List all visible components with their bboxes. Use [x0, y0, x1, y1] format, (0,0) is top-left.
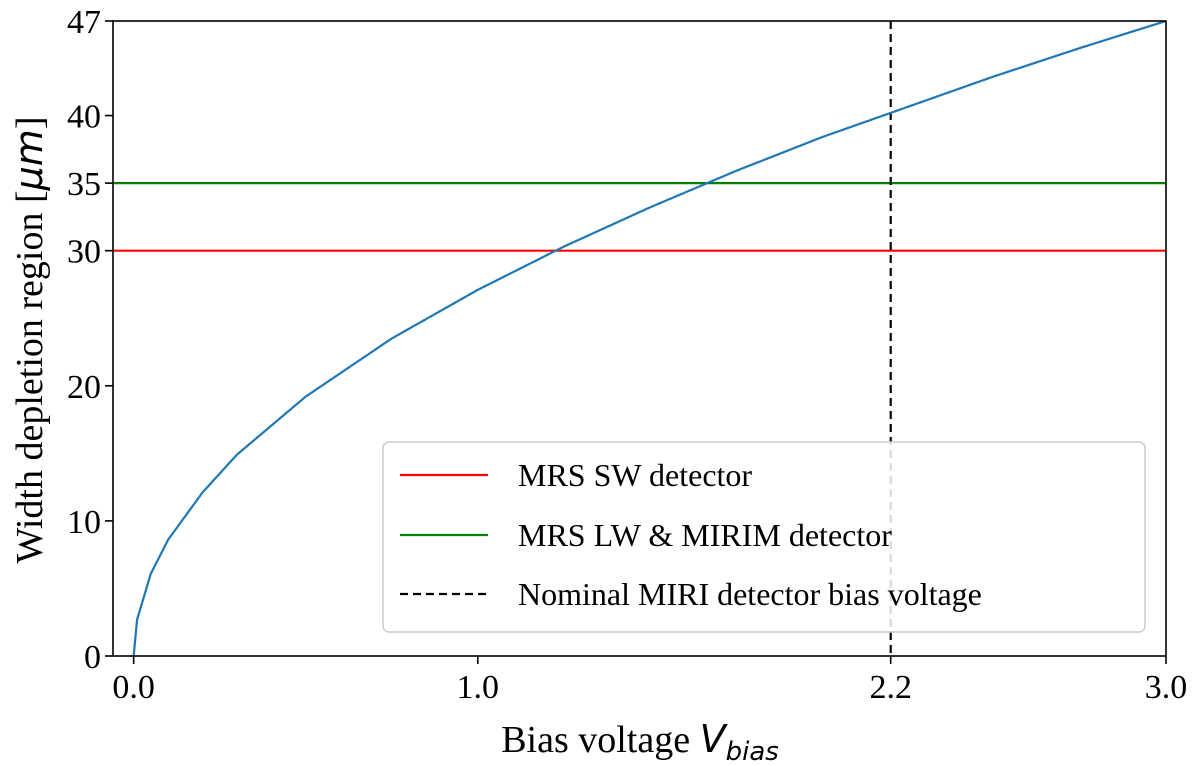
x-tick-label: 0.0 [112, 669, 155, 706]
depletion-width-curve [132, 19, 1167, 657]
axes-border [112, 20, 1167, 657]
y-tick-label: 30 [67, 234, 101, 271]
y-tick-label: 20 [67, 369, 101, 406]
x-axis-label: Bias voltage Vbias [501, 717, 779, 766]
y-tick-label: 10 [67, 504, 101, 541]
legend-label-nominal: Nominal MIRI detector bias voltage [518, 576, 982, 612]
plot-area [113, 19, 1167, 657]
y-axis-label: Width depletion region [μm] [7, 117, 51, 564]
x-tick-label: 2.2 [869, 669, 912, 706]
y-tick-label: 0 [84, 639, 101, 676]
legend-label-sw: MRS SW detector [518, 457, 752, 493]
axes-frame [112, 20, 1167, 657]
y-tick-label: 40 [67, 99, 101, 136]
y-tick-label: 47 [67, 4, 101, 41]
legend-label-lw: MRS LW & MIRIM detector [518, 517, 892, 553]
legend: MRS SW detector MRS LW & MIRIM detector … [382, 441, 1146, 633]
legend-box [382, 441, 1146, 633]
y-tick-label: 35 [67, 166, 101, 203]
x-tick-label: 1.0 [457, 669, 500, 706]
x-tick-label: 3.0 [1145, 669, 1188, 706]
ticks: 0.0 1.0 2.2 3.0 0 10 20 30 35 40 47 [67, 4, 1187, 706]
